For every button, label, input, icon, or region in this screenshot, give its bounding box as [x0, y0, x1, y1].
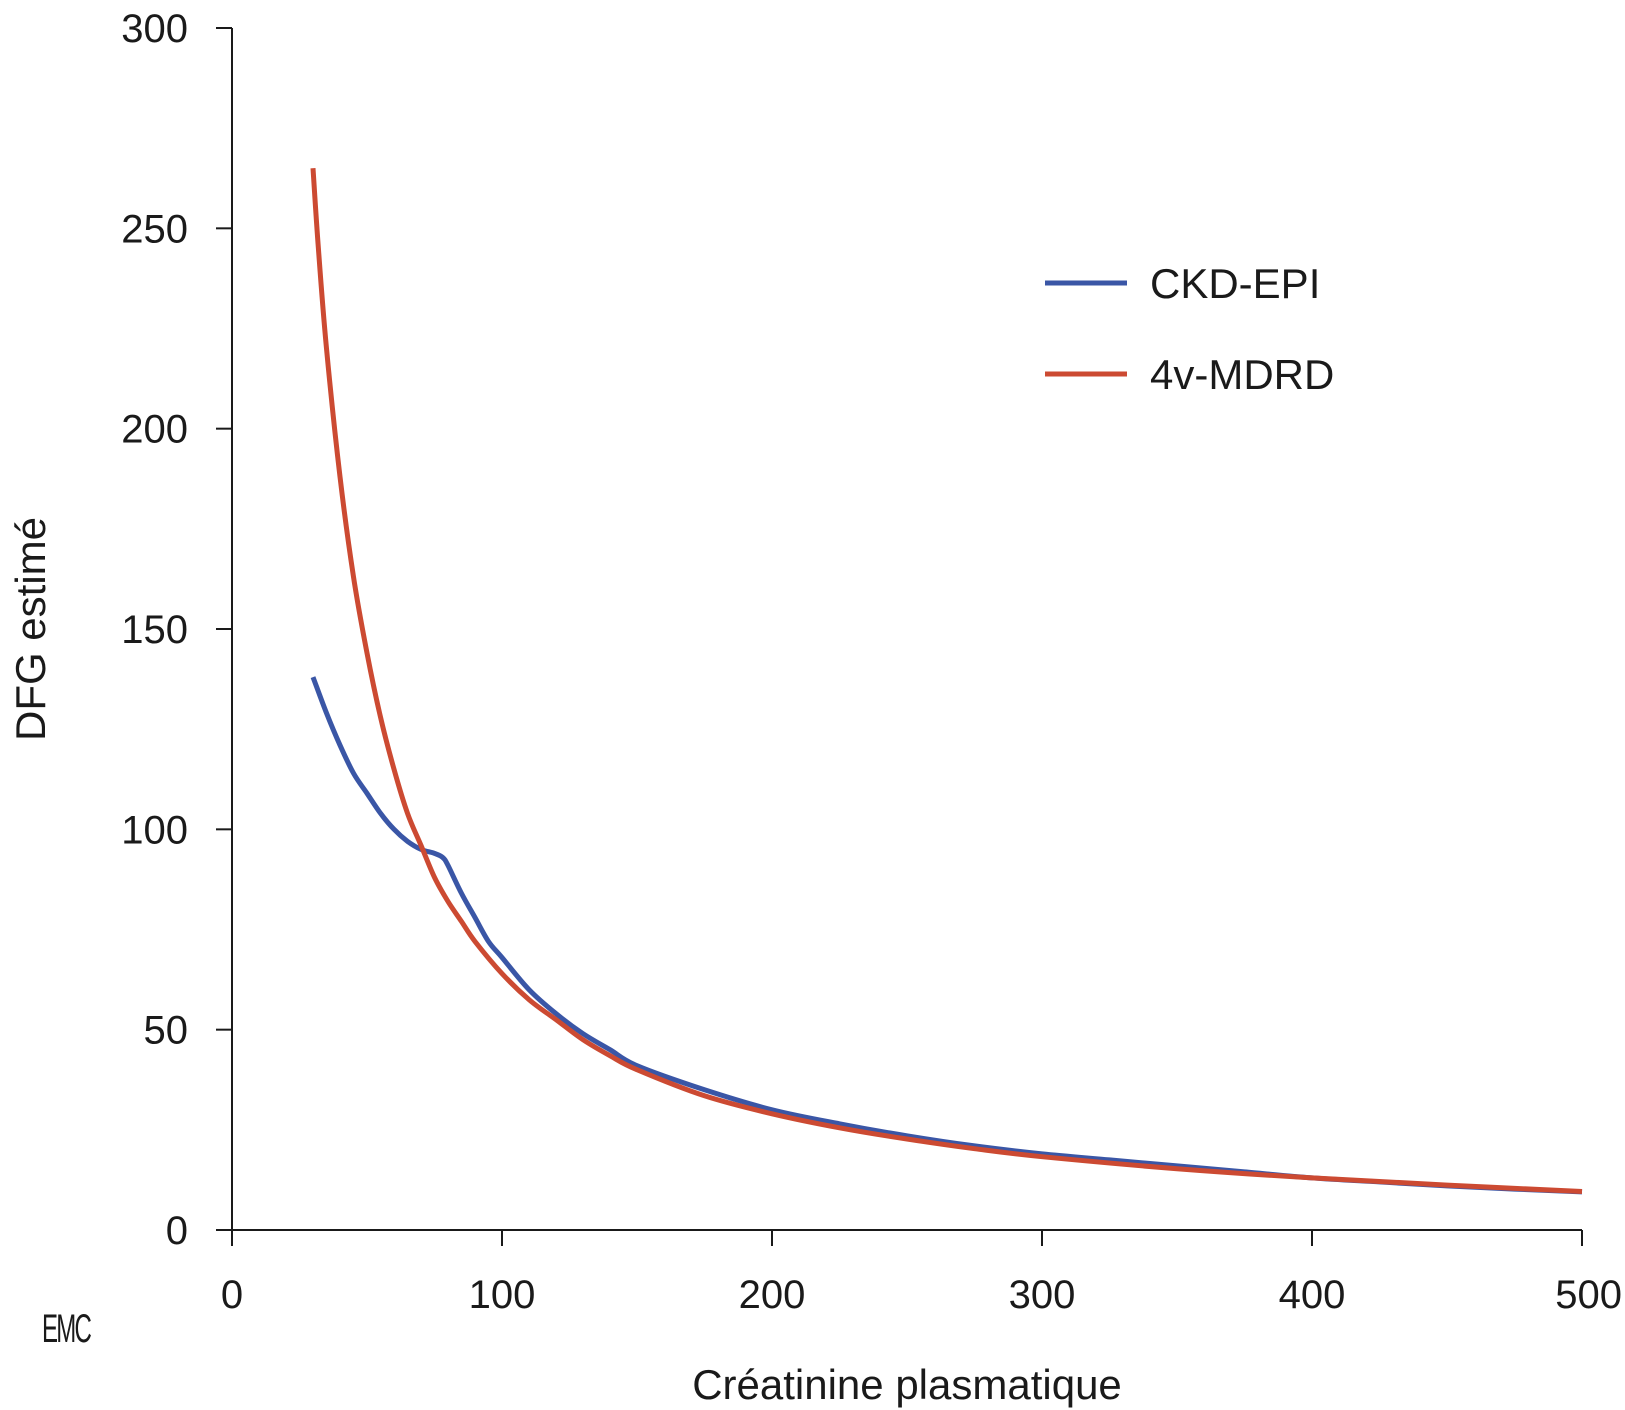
- legend: CKD-EPI 4v-MDRD: [1045, 260, 1334, 398]
- y-tick-label: 50: [144, 1009, 189, 1053]
- x-tick-label: 200: [739, 1273, 806, 1317]
- series-line-ckd-epi: [310, 676, 1583, 1195]
- emc-logo: EMC: [42, 1307, 91, 1351]
- x-ticks: 0 100 200 300 400 500: [221, 1230, 1622, 1317]
- x-tick-label: 400: [1279, 1273, 1346, 1317]
- x-tick-label: 0: [221, 1273, 243, 1317]
- series-lines: [310, 168, 1583, 1195]
- y-tick-label: 250: [121, 207, 188, 251]
- x-tick-label: 300: [1009, 1273, 1076, 1317]
- legend-label-4v-mdrd: 4v-MDRD: [1150, 351, 1334, 398]
- series-line-4v-mdrd: [310, 168, 1583, 1194]
- y-tick-label: 150: [121, 608, 188, 652]
- y-tick-label: 0: [166, 1209, 188, 1253]
- y-tick-label: 100: [121, 808, 188, 852]
- x-tick-label: 100: [469, 1273, 536, 1317]
- x-tick-label: 500: [1555, 1273, 1622, 1317]
- y-tick-label: 300: [121, 7, 188, 51]
- y-ticks: 0 50 100 150 200 250 300: [121, 7, 232, 1253]
- legend-label-ckd-epi: CKD-EPI: [1150, 260, 1320, 307]
- y-axis: 0 50 100 150 200 250 300: [121, 7, 233, 1253]
- y-axis-title: DFG estimé: [7, 517, 54, 741]
- x-axis: 0 100 200 300 400 500: [221, 1229, 1622, 1317]
- x-axis-title: Créatinine plasmatique: [692, 1361, 1122, 1408]
- y-tick-label: 200: [121, 408, 188, 452]
